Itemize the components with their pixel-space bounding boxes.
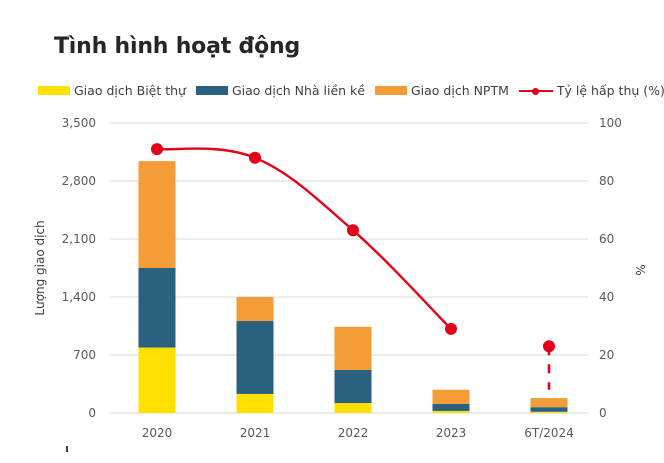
bar-segment-nha-lien-ke: [138, 268, 176, 348]
legend-swatch-nha-lien-ke: [195, 86, 228, 95]
bar-segment-biet-thu: [236, 393, 274, 413]
line-path: [156, 147, 452, 330]
bar-segment-nptm: [432, 389, 470, 404]
x-tick-label: 2020: [142, 426, 173, 440]
legend-label-biet-thu: Giao dịch Biệt thự: [74, 83, 186, 98]
y-tick-label: 0: [88, 406, 96, 420]
y2-tick-label: 0: [599, 406, 607, 420]
x-tick-label: 2022: [338, 426, 369, 440]
absorption-line: [151, 143, 555, 390]
line-point: [445, 322, 457, 335]
stray-mark: [66, 446, 68, 452]
y-axis-right-title: %: [633, 264, 647, 275]
y2-tick-label: 20: [599, 348, 614, 362]
y2-tick-label: 40: [599, 290, 614, 304]
bar-segment-nha-lien-ke: [236, 321, 274, 394]
y-axis-right-ticks: 0 20 40 60 80 100: [599, 116, 622, 420]
legend-item-biet-thu: Giao dịch Biệt thự: [38, 83, 186, 98]
y-tick-label: 700: [73, 348, 96, 362]
legend-label-ty-le-hap-thu: Tỷ lệ hấp thụ (%): [556, 83, 664, 98]
bar-segment-biet-thu: [138, 347, 176, 413]
legend: Giao dịch Biệt thự Giao dịch Nhà liền kề…: [38, 83, 664, 98]
bar-segment-nptm: [138, 161, 176, 268]
bar-segment-nha-lien-ke: [530, 407, 568, 412]
legend-item-nha-lien-ke: Giao dịch Nhà liền kề: [195, 83, 365, 98]
y2-tick-label: 100: [599, 116, 622, 130]
legend-swatch-nptm: [374, 86, 407, 95]
line-point: [151, 143, 163, 156]
x-tick-label: 2023: [436, 426, 467, 440]
chart-title: Tình hình hoạt động: [54, 34, 300, 59]
bar-segment-nptm: [530, 398, 568, 408]
legend-swatch-ty-le-hap-thu: [518, 86, 553, 96]
bar-segment-nha-lien-ke: [334, 369, 372, 404]
bars: [138, 161, 568, 413]
x-tick-label: 2021: [240, 426, 271, 440]
x-tick-label: 6T/2024: [524, 426, 574, 440]
legend-item-ty-le-hap-thu: Tỷ lệ hấp thụ (%): [518, 83, 664, 98]
bar-segment-biet-thu: [334, 403, 372, 413]
legend-label-nptm: Giao dịch NPTM: [410, 83, 509, 98]
y2-tick-label: 60: [599, 232, 614, 246]
y2-tick-label: 80: [599, 174, 614, 188]
bar-segment-nha-lien-ke: [432, 403, 470, 411]
line-point: [543, 340, 555, 353]
y-axis-left-title: Lượng giao dịch: [33, 220, 47, 315]
line-point: [249, 151, 261, 164]
x-axis-ticks: 2020 2021 2022 2023 6T/2024: [142, 426, 574, 440]
bar-segment-nptm: [334, 326, 372, 370]
y-tick-label: 1,400: [62, 290, 96, 304]
legend-swatch-biet-thu: [38, 86, 70, 95]
legend-label-nha-lien-ke: Giao dịch Nhà liền kề: [231, 83, 365, 98]
y-tick-label: 2,800: [62, 174, 96, 188]
bar-segment-biet-thu: [432, 410, 470, 413]
y-tick-label: 3,500: [62, 116, 96, 130]
legend-item-nptm: Giao dịch NPTM: [374, 83, 509, 98]
bar-segment-biet-thu: [530, 411, 568, 413]
y-axis-left-ticks: 0 700 1,400 2,100 2,800 3,500: [62, 116, 96, 420]
y-tick-label: 2,100: [62, 232, 96, 246]
line-point: [347, 224, 359, 237]
bar-segment-nptm: [236, 297, 274, 322]
